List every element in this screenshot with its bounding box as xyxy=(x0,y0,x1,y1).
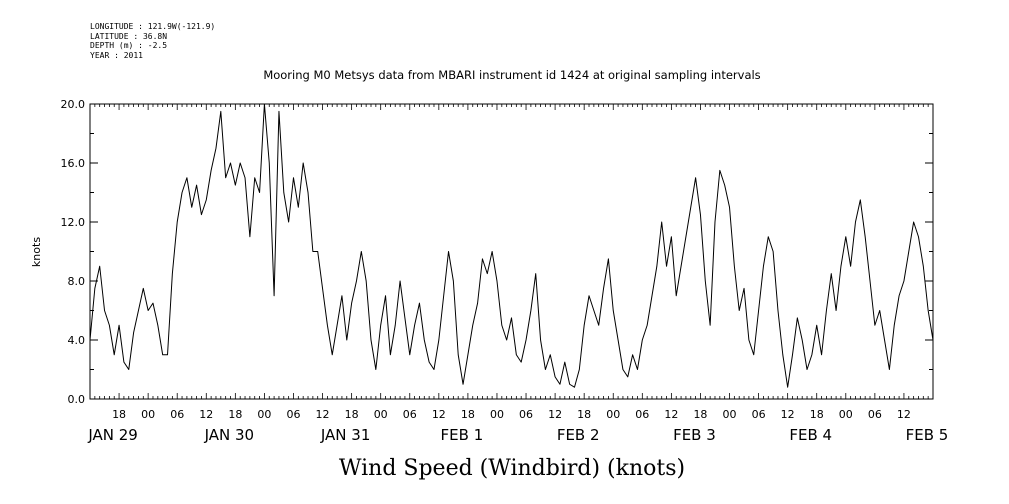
x-hour-label: 00 xyxy=(606,408,620,421)
x-hour-label: 12 xyxy=(199,408,213,421)
year-text: YEAR : 2011 xyxy=(90,50,143,60)
x-day-label: FEB 5 xyxy=(906,426,949,444)
plot-title: Mooring M0 Metsys data from MBARI instru… xyxy=(263,68,760,82)
x-hour-label: 00 xyxy=(374,408,388,421)
depth-text: DEPTH (m) : -2.5 xyxy=(90,41,168,50)
x-day-label: JAN 29 xyxy=(87,426,138,444)
x-hour-label: 18 xyxy=(810,408,824,421)
x-hour-label: 06 xyxy=(635,408,649,421)
x-day-label: JAN 31 xyxy=(320,426,371,444)
x-hour-label: 06 xyxy=(752,408,766,421)
y-tick-label: 20.0 xyxy=(61,98,86,111)
longitude-text: LONGITUDE : 121.9W(-121.9) xyxy=(90,22,216,31)
x-axis-title: Wind Speed (Windbird) (knots) xyxy=(339,456,685,481)
x-hour-label: 18 xyxy=(112,408,126,421)
series-line xyxy=(89,103,934,388)
x-day-label: JAN 30 xyxy=(204,426,255,444)
y-tick-label: 12.0 xyxy=(61,216,86,229)
x-hour-label: 06 xyxy=(868,408,882,421)
x-hour-label: 18 xyxy=(577,408,591,421)
x-day-label: FEB 2 xyxy=(557,426,600,444)
x-hour-label: 06 xyxy=(519,408,533,421)
series-group xyxy=(89,103,934,388)
x-day-label: FEB 3 xyxy=(673,426,716,444)
x-hour-label: 12 xyxy=(548,408,562,421)
y-tick-label: 4.0 xyxy=(68,334,86,347)
x-hour-label: 00 xyxy=(490,408,504,421)
x-hour-label: 00 xyxy=(723,408,737,421)
x-hour-label: 06 xyxy=(286,408,300,421)
x-hour-label: 00 xyxy=(141,408,155,421)
latitude-text: LATITUDE : 36.8N xyxy=(90,31,168,41)
y-tick-label: 0.0 xyxy=(68,393,86,406)
y-tick-label: 8.0 xyxy=(68,275,86,288)
y-tick-label: 16.0 xyxy=(61,157,86,170)
x-hour-label: 18 xyxy=(345,408,359,421)
x-hour-label: 12 xyxy=(316,408,330,421)
x-hour-label: 06 xyxy=(170,408,184,421)
x-hour-label: 00 xyxy=(257,408,271,421)
x-hour-label: 12 xyxy=(781,408,795,421)
x-hour-label: 06 xyxy=(403,408,417,421)
x-hour-label: 00 xyxy=(839,408,853,421)
y-axis-title: knots xyxy=(30,237,43,267)
x-hour-label: 18 xyxy=(228,408,242,421)
x-axis: 18 00 06 12 18 00 06 12 18 00 06 12 18 00 06 12 18 00 06 12… xyxy=(87,104,948,444)
x-hour-label: 12 xyxy=(897,408,911,421)
x-day-label: FEB 4 xyxy=(789,426,832,444)
x-hour-label: 18 xyxy=(693,408,707,421)
x-hour-label: 12 xyxy=(664,408,678,421)
x-hour-label: 18 xyxy=(461,408,475,421)
metadata-block: LONGITUDE : 121.9W(-121.9) LATITUDE : 36… xyxy=(90,22,215,60)
x-hour-label: 12 xyxy=(432,408,446,421)
y-axis: 0.0 4.0 8.0 12.0 16.0 20.0 xyxy=(61,98,933,406)
x-day-label: FEB 1 xyxy=(441,426,484,444)
